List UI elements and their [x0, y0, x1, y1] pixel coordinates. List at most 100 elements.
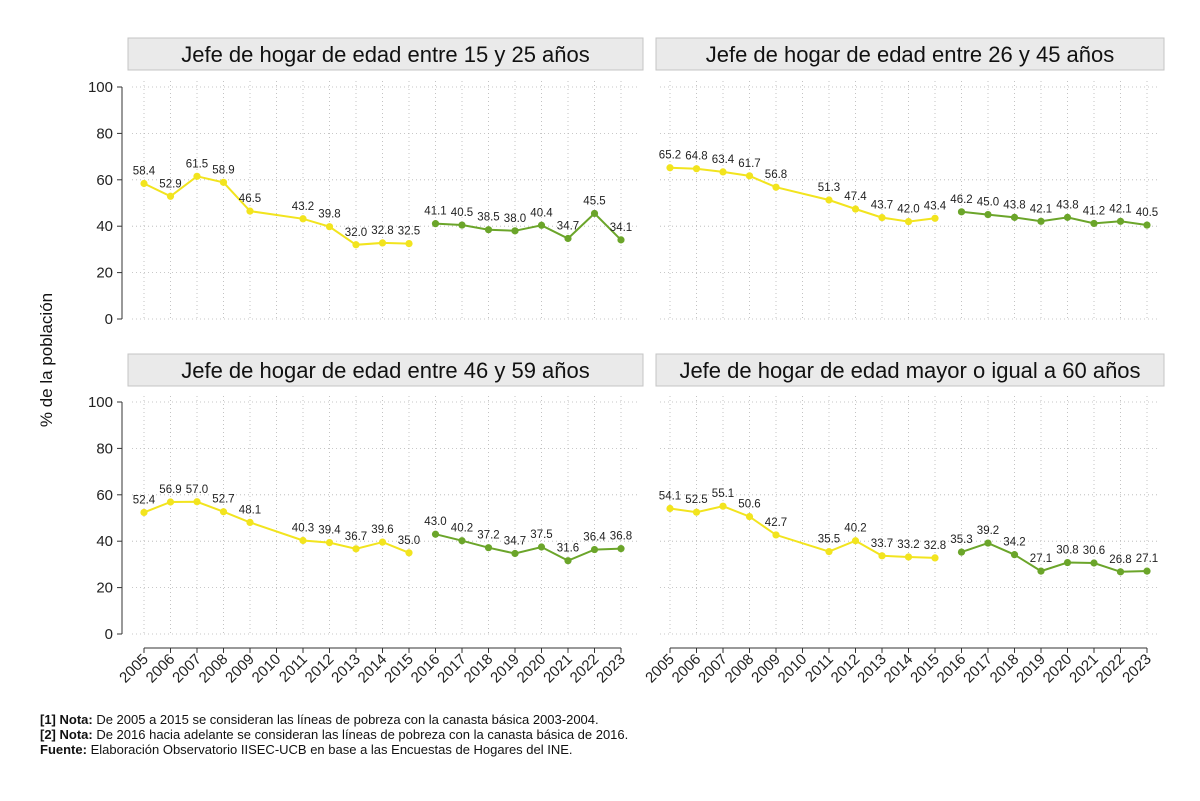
- data-label: 41.2: [1083, 205, 1105, 217]
- x-tick-label: 2020: [1040, 651, 1076, 687]
- data-point: [772, 531, 780, 539]
- x-tick-label: 2023: [1119, 651, 1155, 687]
- x-tick-label: 2010: [249, 651, 285, 687]
- data-label: 55.1: [712, 488, 734, 500]
- data-point: [1063, 558, 1072, 567]
- x-tick-label: 2006: [669, 651, 705, 687]
- data-label: 33.7: [871, 538, 893, 550]
- data-label: 52.4: [133, 494, 156, 506]
- data-label: 52.5: [685, 494, 707, 506]
- data-label: 52.9: [159, 178, 181, 190]
- data-point: [931, 554, 939, 562]
- panel-header: [127, 353, 644, 387]
- data-point: [692, 165, 701, 173]
- data-label: 52.7: [212, 494, 234, 506]
- data-point: [166, 192, 175, 200]
- data-label: 34.1: [610, 222, 632, 234]
- panel-title: Jefe de hogar de edad entre 26 y 45 años: [706, 42, 1115, 67]
- data-label: 35.0: [398, 535, 420, 547]
- y-tick-label: 0: [105, 311, 113, 328]
- y-tick-label: 100: [88, 79, 113, 96]
- data-point: [564, 234, 572, 243]
- data-label: 64.8: [685, 151, 707, 163]
- x-tick-label: 2013: [854, 651, 890, 687]
- data-point: [405, 549, 413, 557]
- note-2: [2] Nota: De 2016 hacia adelante se cons…: [40, 727, 629, 742]
- data-label: 32.0: [345, 227, 367, 239]
- data-label: 46.2: [950, 194, 972, 206]
- data-label: 41.1: [424, 206, 446, 218]
- y-tick-label: 20: [96, 265, 113, 282]
- data-label: 34.2: [1003, 537, 1025, 549]
- data-point: [1116, 217, 1125, 225]
- series-line-canasta_2003_2004: [143, 175, 410, 246]
- chart-notes: [1] Nota: De 2005 a 2015 se consideran l…: [40, 712, 628, 757]
- y-tick-label: 80: [96, 125, 113, 142]
- data-label: 37.2: [477, 530, 499, 542]
- panel-3: Jefe de hogar de edad entre 46 y 59 años…: [88, 353, 644, 687]
- data-label: 40.2: [844, 523, 866, 535]
- data-label: 43.2: [292, 201, 314, 213]
- data-label: 32.8: [924, 540, 946, 552]
- data-point: [1037, 217, 1045, 225]
- data-point: [825, 196, 833, 204]
- data-point: [325, 223, 334, 231]
- panel-header: [127, 37, 644, 71]
- data-point: [1037, 567, 1045, 575]
- data-label: 48.1: [239, 504, 261, 516]
- data-point: [140, 179, 148, 188]
- data-point: [299, 215, 307, 223]
- x-tick-label: 2006: [143, 651, 179, 687]
- panel-title: Jefe de hogar de edad entre 46 y 59 años: [181, 358, 590, 383]
- data-point: [878, 552, 886, 560]
- data-label: 39.4: [318, 525, 341, 537]
- x-tick-label: 2007: [695, 651, 731, 687]
- panel-header: [655, 37, 1165, 71]
- data-label: 37.5: [530, 529, 552, 541]
- data-point: [931, 214, 939, 222]
- x-tick-label: 2013: [328, 651, 364, 687]
- x-tick-label: 2019: [487, 651, 523, 687]
- data-point: [484, 544, 493, 552]
- panel-1: Jefe de hogar de edad entre 15 y 25 años…: [88, 37, 644, 328]
- data-label: 31.6: [557, 543, 579, 555]
- data-point: [851, 205, 860, 213]
- data-point: [219, 508, 228, 516]
- data-label: 40.3: [292, 523, 314, 535]
- data-label: 57.0: [186, 484, 208, 496]
- data-point: [957, 548, 966, 556]
- data-label: 65.2: [659, 150, 681, 162]
- y-tick-label: 0: [105, 626, 113, 643]
- data-point: [984, 539, 992, 547]
- data-point: [458, 221, 466, 229]
- data-label: 32.5: [398, 226, 420, 238]
- data-point: [484, 226, 493, 234]
- data-point: [378, 538, 387, 546]
- data-point: [193, 498, 201, 506]
- y-tick-label: 80: [96, 440, 113, 457]
- data-label: 26.8: [1109, 554, 1131, 566]
- data-label: 61.7: [738, 158, 760, 170]
- y-tick-label: 60: [96, 487, 113, 504]
- data-point: [511, 227, 519, 235]
- x-tick-label: 2015: [907, 651, 943, 687]
- data-point: [617, 236, 625, 244]
- data-label: 61.5: [186, 158, 208, 170]
- data-point: [1143, 567, 1151, 575]
- data-label: 43.0: [424, 516, 446, 528]
- data-label: 27.1: [1136, 553, 1158, 565]
- panel-4: Jefe de hogar de edad mayor o igual a 60…: [642, 353, 1165, 687]
- y-axis-title: % de la población: [37, 293, 56, 427]
- x-tick-label: 2005: [116, 651, 152, 687]
- data-label: 39.6: [371, 524, 393, 536]
- data-label: 50.6: [738, 499, 760, 511]
- x-tick-label: 2008: [196, 651, 232, 687]
- data-point: [140, 508, 148, 517]
- data-point: [352, 545, 360, 553]
- x-tick-label: 2023: [593, 651, 629, 687]
- data-label: 30.8: [1056, 545, 1078, 557]
- data-point: [957, 208, 966, 216]
- data-label: 43.7: [871, 200, 893, 212]
- data-label: 54.1: [659, 490, 681, 502]
- data-label: 63.4: [712, 154, 735, 166]
